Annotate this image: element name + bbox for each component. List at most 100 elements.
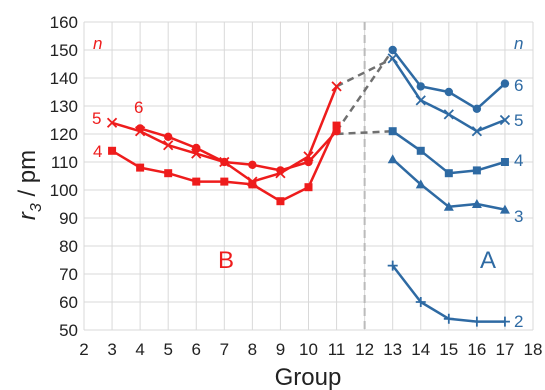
data-point: [247, 176, 258, 187]
data-point: [415, 95, 426, 106]
y-tick-label: 50: [59, 321, 78, 340]
data-point: [443, 313, 454, 324]
a-series-label-2: 2: [514, 312, 523, 331]
y-tick-label: 80: [59, 237, 78, 256]
n-label-left: n: [93, 34, 102, 53]
data-point: [415, 297, 426, 307]
y-tick-label: 150: [50, 41, 78, 60]
a-series-label-4: 4: [514, 151, 523, 170]
y-tick-label: 110: [51, 153, 78, 172]
y-tick-label: 90: [59, 209, 78, 228]
data-point: [332, 121, 341, 130]
data-point: [499, 114, 511, 126]
dashed-link-line: [336, 129, 393, 136]
x-tick-label: 12: [355, 340, 374, 359]
b-series-label-6: 6: [134, 98, 143, 117]
x-tick-label: 2: [79, 340, 88, 359]
data-point: [220, 157, 229, 167]
x-tick-labels: 2 3 4 5 6 7 8 9 10 11 12 13 14 15 16 17 18: [79, 340, 542, 359]
y-tick-label: 140: [50, 69, 78, 88]
b-series-label-5: 5: [92, 109, 101, 128]
data-point: [443, 109, 454, 120]
data-point: [443, 201, 454, 211]
data-point: [387, 154, 398, 164]
data-point: [471, 199, 482, 208]
y-tick-label: 130: [50, 97, 78, 116]
series-A-5: [387, 53, 511, 137]
b-series-label-4: 4: [93, 142, 102, 161]
data-point: [331, 81, 342, 92]
series-A-4: [388, 127, 509, 178]
data-point: [106, 117, 118, 128]
data-point: [136, 163, 145, 172]
data-point: [415, 179, 426, 189]
x-tick-label: 10: [299, 340, 318, 359]
y-tick-label: 100: [50, 181, 78, 200]
grid: [83, 21, 534, 331]
x-axis-title: Group: [275, 364, 342, 390]
x-tick-label: 5: [163, 340, 172, 359]
data-point: [163, 140, 174, 151]
y-tick-label: 160: [50, 13, 78, 32]
data-point: [387, 260, 398, 271]
y-axis-title-sub: 3: [28, 203, 45, 212]
data-point: [192, 177, 201, 186]
x-tick-label: 6: [192, 340, 201, 359]
block-a-label: A: [480, 247, 496, 274]
x-tick-label: 3: [107, 340, 116, 359]
data-point: [499, 204, 510, 214]
x-tick-label: 18: [524, 340, 543, 359]
x-tick-label: 17: [495, 340, 514, 359]
a-series-label-5: 5: [514, 111, 523, 130]
data-point: [304, 157, 313, 167]
x-tick-label: 13: [383, 340, 402, 359]
x-tick-label: 4: [135, 340, 144, 359]
series-A-2: [387, 260, 510, 327]
data-point: [444, 169, 453, 178]
y-axis-title-unit: / pm: [14, 150, 41, 203]
data-point: [135, 124, 145, 133]
x-tick-label: 15: [439, 340, 458, 359]
y-tick-labels: 50 60 70 80 90 100 110 120 130 140 150 160: [50, 13, 78, 340]
data-point: [332, 127, 341, 136]
data-point: [388, 45, 397, 55]
data-point: [192, 143, 201, 153]
a-series-label-6: 6: [514, 76, 523, 95]
block-b-label: B: [218, 247, 234, 274]
dashed-link-line: [336, 57, 394, 88]
data-point: [416, 82, 425, 91]
data-point: [248, 180, 257, 189]
series-B-4: [108, 121, 341, 206]
series-layer: [106, 45, 511, 327]
x-tick-label: 7: [220, 340, 229, 359]
data-point: [471, 316, 482, 327]
data-point: [304, 183, 313, 192]
data-point: [220, 177, 229, 186]
data-point: [248, 160, 257, 169]
data-point: [164, 169, 173, 178]
x-tick-label: 9: [276, 340, 285, 359]
series-A-3: [387, 154, 510, 214]
y-tick-label: 70: [59, 265, 78, 284]
data-point: [276, 166, 285, 175]
x-tick-label: 11: [328, 340, 346, 359]
series-line: [139, 127, 338, 172]
data-point: [388, 127, 397, 136]
y-tick-label: 120: [50, 125, 78, 144]
data-point: [500, 158, 509, 166]
data-point: [444, 87, 454, 97]
data-point: [276, 197, 285, 206]
dashed-link-line: [335, 49, 394, 132]
data-point: [108, 146, 117, 155]
x-tick-label: 14: [411, 340, 430, 359]
dashed-links: [335, 49, 394, 136]
data-point: [500, 79, 510, 88]
data-point: [472, 166, 481, 175]
x-tick-label: 8: [248, 340, 257, 359]
data-point: [471, 126, 483, 137]
n-label-right: n: [514, 34, 523, 53]
data-point: [416, 146, 425, 155]
data-point: [472, 104, 482, 114]
series-A-6: [388, 45, 510, 114]
